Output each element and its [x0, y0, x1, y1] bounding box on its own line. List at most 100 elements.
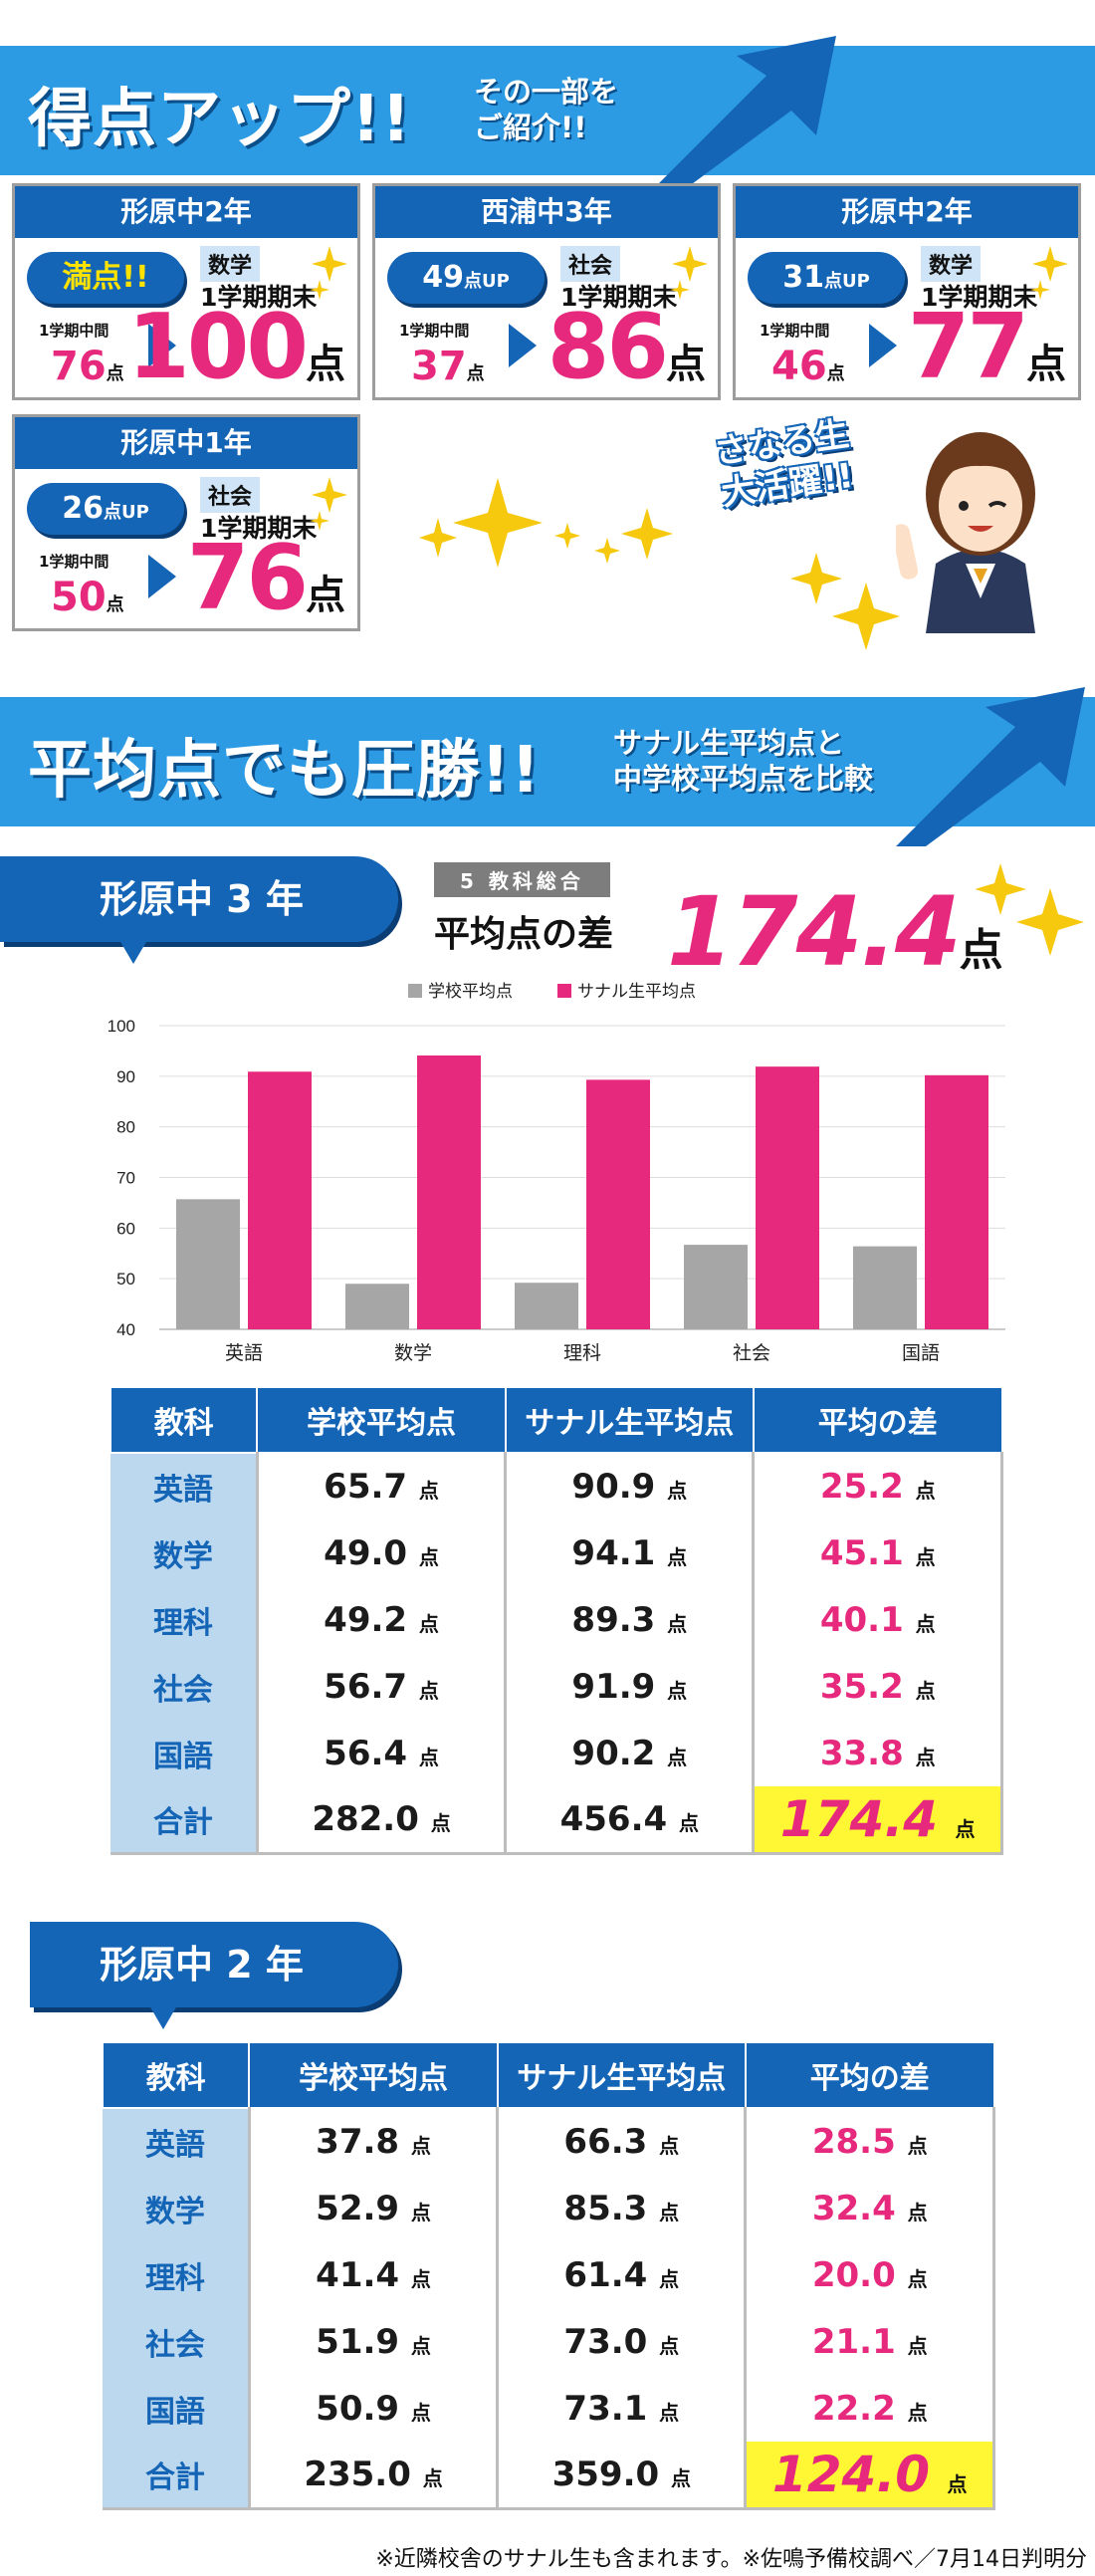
- sanaru-average-cell: 94.1 点: [504, 1520, 756, 1586]
- table-row: 社会 56.7 点 91.9 点 35.2 点: [110, 1653, 1003, 1720]
- subject-cell: 合計: [110, 1786, 258, 1855]
- card-badge: 満点!!: [27, 252, 184, 304]
- table-header-row: 教科 学校平均点 サナル生平均点 平均の差: [109, 1386, 1003, 1454]
- school-average-value: 37.8: [316, 2122, 400, 2162]
- table-row: 合計 235.0 点 359.0 点 124.0 点: [103, 2442, 995, 2510]
- unit-label: 点: [907, 2333, 928, 2358]
- difference-value: 33.8: [819, 1733, 904, 1773]
- y-tick-label: 80: [116, 1118, 135, 1137]
- table-row: 英語 65.7 点 90.9 点 25.2 点: [110, 1453, 1003, 1520]
- bar-sanaru: [925, 1074, 988, 1329]
- school-average-cell: 51.9 点: [247, 2308, 500, 2375]
- difference-cell: 174.4 点: [752, 1786, 1003, 1855]
- x-tick-label: 理科: [563, 1342, 601, 1364]
- sanaru-average-value: 359.0: [551, 2454, 660, 2494]
- arrow-right-icon: [509, 324, 537, 367]
- y-tick-label: 50: [116, 1270, 135, 1288]
- table-row: 理科 49.2 点 89.3 点 40.1 点: [110, 1586, 1003, 1653]
- difference-value: 21.1: [811, 2321, 896, 2362]
- card-final-unit: 点: [306, 342, 345, 387]
- arrow-right-icon: [869, 324, 897, 367]
- unit-label: 点: [410, 2400, 431, 2425]
- bar-school: [684, 1245, 748, 1329]
- card-mid-unit: 点: [826, 363, 845, 384]
- card-mid-unit: 点: [106, 363, 124, 384]
- grade2-label: 形原中 2 年: [30, 1922, 398, 2029]
- card-final-value: 76: [186, 526, 309, 630]
- school-average-cell: 235.0 点: [247, 2442, 500, 2510]
- card-school: 形原中2年: [15, 186, 357, 238]
- table-header: 教科: [109, 1386, 259, 1454]
- unit-label: 点: [430, 1810, 451, 1835]
- sanaru-average-cell: 90.2 点: [504, 1720, 756, 1786]
- grade3-label: 形原中 3 年: [0, 856, 398, 964]
- sanaru-average-value: 90.9: [571, 1467, 656, 1507]
- school-average-value: 56.7: [324, 1666, 408, 1707]
- table-header: 学校平均点: [256, 1386, 507, 1454]
- table-header: サナル生平均点: [504, 1386, 755, 1454]
- unit-label: 点: [667, 1544, 688, 1569]
- banner-subtitle: サナル生平均点と 中学校平均点を比較: [613, 725, 873, 797]
- card-mid-value: 76: [51, 344, 107, 389]
- school-average-cell: 50.9 点: [247, 2375, 500, 2442]
- unit-label: 点: [907, 2200, 928, 2225]
- card-mid-unit: 点: [466, 363, 485, 384]
- table-row: 合計 282.0 点 456.4 点 174.4 点: [110, 1786, 1003, 1855]
- card-mid-unit: 点: [106, 594, 124, 615]
- card-subject: 社会: [200, 477, 261, 513]
- table-row: 英語 37.8 点 66.3 点 28.5 点: [103, 2108, 995, 2175]
- sanaru-average-value: 94.1: [571, 1532, 656, 1573]
- card-school: 形原中1年: [15, 417, 357, 469]
- legend-label: 学校平均点: [428, 982, 513, 1002]
- x-tick-label: 国語: [902, 1342, 940, 1364]
- y-tick-label: 100: [108, 1017, 135, 1036]
- sanaru-average-cell: 89.3 点: [504, 1586, 756, 1653]
- y-tick-label: 60: [116, 1219, 135, 1238]
- score-card: 形原中2年 31点UP 数学 1学期期末 1学期中間 46点 77点: [733, 183, 1081, 400]
- card-mid-label: 1学期中間: [760, 322, 830, 340]
- difference-cell: 124.0 点: [744, 2442, 995, 2510]
- mascot-caption: さなる生 大活躍!!: [712, 413, 857, 515]
- unit-label: 点: [907, 2400, 928, 2425]
- card-badge-suffix: 点UP: [103, 502, 149, 523]
- card-final-value: 86: [547, 295, 669, 399]
- difference-value: 45.1: [819, 1532, 904, 1573]
- banner-subtitle-line1: サナル生平均点と: [613, 726, 845, 760]
- unit-label: 点: [915, 1678, 936, 1703]
- banner-subtitle: その一部を ご紹介!!: [474, 74, 618, 145]
- unit-label: 点: [418, 1544, 439, 1569]
- subject-cell: 数学: [110, 1520, 258, 1586]
- y-tick-label: 70: [116, 1169, 135, 1188]
- school-average-cell: 49.2 点: [255, 1586, 508, 1653]
- card-school: 西浦中3年: [375, 186, 718, 238]
- sparkle-icon: [1030, 246, 1068, 300]
- card-badge-suffix: 点UP: [823, 271, 870, 292]
- banner-title: 得点アップ!!: [28, 83, 412, 156]
- arrow-right-icon: [148, 555, 176, 598]
- subject-cell: 社会: [110, 1653, 258, 1720]
- bar-sanaru: [248, 1071, 312, 1329]
- card-badge-value: 満点!!: [62, 260, 149, 295]
- student-illustration: [896, 432, 1035, 633]
- unit-label: 点: [659, 2266, 680, 2291]
- diff-total-value: 174.4: [667, 876, 962, 988]
- school-average-cell: 56.7 点: [255, 1653, 508, 1720]
- sanaru-average-value: 61.4: [563, 2254, 648, 2295]
- difference-value: 22.2: [811, 2388, 896, 2429]
- table-header: 平均の差: [744, 2041, 995, 2109]
- unit-label: 点: [670, 2465, 691, 2490]
- subject-cell: 理科: [110, 1586, 258, 1653]
- card-term: 1学期期末: [200, 283, 318, 312]
- card-mid-score: 46点: [771, 344, 845, 389]
- subject-cell: 国語: [110, 1720, 258, 1786]
- difference-cell: 22.2 点: [744, 2375, 995, 2442]
- table-header: 平均の差: [752, 1386, 1003, 1454]
- unit-label: 点: [410, 2134, 431, 2158]
- sanaru-average-cell: 456.4 点: [504, 1786, 756, 1855]
- card-mid-value: 50: [51, 575, 107, 620]
- difference-value: 32.4: [811, 2188, 896, 2228]
- unit-label: 点: [907, 2134, 928, 2158]
- sanaru-average-cell: 359.0 点: [496, 2442, 748, 2510]
- up-arrow-icon: [647, 36, 836, 195]
- card-final-value: 100: [127, 295, 309, 399]
